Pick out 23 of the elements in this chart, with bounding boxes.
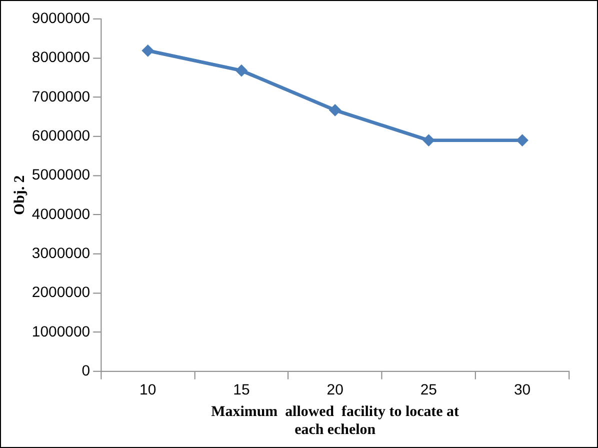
y-tick-label: 9000000 [32,10,90,28]
y-tick-label: 7000000 [32,88,90,106]
y-tick-label: 2000000 [32,284,90,302]
x-tick-label: 30 [514,381,531,398]
y-axis-title: Obj. 2 [12,175,28,216]
x-tick-label: 25 [420,381,437,398]
text: Maximum allowed facility to locate at [211,404,459,420]
y-tick-label: 0 [82,362,90,380]
x-tick-label: 20 [326,381,344,398]
x-tick-label: 10 [140,381,156,398]
x-tick-label: 15 [233,381,250,398]
point [329,104,342,116]
point [235,64,248,77]
y-tick-label: 3000000 [32,244,90,262]
y-tick-label: 6000000 [32,128,90,145]
y-tick-label: 1000000 [32,323,90,340]
point [422,134,435,146]
point [142,44,154,57]
y-tick-label: 8000000 [32,49,90,66]
y-tick-label: 4000000 [32,206,90,223]
text: each echelon [294,422,376,438]
y-tick-label: 5000000 [32,166,90,184]
point [516,134,528,146]
